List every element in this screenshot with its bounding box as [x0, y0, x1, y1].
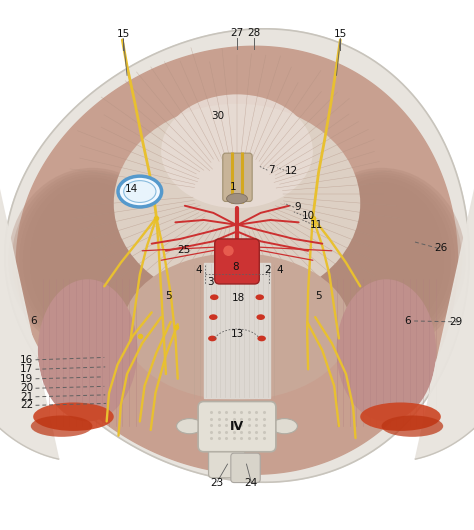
Text: 2: 2	[264, 265, 271, 275]
Ellipse shape	[31, 416, 92, 437]
Text: IV: IV	[230, 420, 244, 432]
Ellipse shape	[29, 182, 155, 339]
Text: 8: 8	[232, 262, 239, 272]
Ellipse shape	[12, 170, 173, 350]
Text: 30: 30	[211, 111, 225, 121]
Text: 14: 14	[125, 184, 138, 194]
Ellipse shape	[9, 168, 176, 352]
FancyBboxPatch shape	[231, 453, 260, 483]
Text: 13: 13	[230, 329, 244, 339]
Ellipse shape	[124, 181, 156, 202]
Text: 18: 18	[232, 293, 245, 303]
Text: 3: 3	[208, 277, 214, 287]
Ellipse shape	[114, 104, 360, 303]
Text: 25: 25	[177, 245, 191, 255]
Ellipse shape	[319, 182, 445, 339]
Text: 24: 24	[245, 478, 258, 488]
Polygon shape	[17, 46, 457, 474]
Ellipse shape	[208, 335, 217, 341]
Text: 23: 23	[210, 478, 224, 488]
Polygon shape	[204, 263, 270, 398]
Ellipse shape	[23, 178, 162, 343]
Polygon shape	[5, 29, 469, 482]
Text: 29: 29	[449, 317, 462, 327]
Ellipse shape	[360, 402, 441, 431]
Ellipse shape	[33, 402, 114, 431]
Text: 20: 20	[20, 383, 33, 393]
Text: 22: 22	[20, 400, 33, 410]
Text: 5: 5	[165, 291, 172, 301]
Ellipse shape	[271, 419, 298, 434]
Text: 27: 27	[230, 28, 244, 38]
Text: 15: 15	[117, 29, 130, 39]
FancyBboxPatch shape	[223, 153, 252, 201]
Ellipse shape	[209, 314, 218, 320]
Ellipse shape	[322, 184, 441, 336]
Ellipse shape	[315, 180, 448, 341]
Ellipse shape	[26, 180, 159, 341]
Ellipse shape	[382, 416, 443, 437]
Text: 10: 10	[301, 211, 315, 221]
Text: 21: 21	[20, 392, 33, 402]
Text: 26: 26	[434, 243, 447, 253]
Polygon shape	[415, 161, 474, 459]
Ellipse shape	[118, 176, 162, 207]
Text: 7: 7	[268, 165, 274, 175]
Text: 16: 16	[20, 355, 33, 365]
FancyBboxPatch shape	[198, 402, 276, 452]
Ellipse shape	[19, 175, 166, 346]
Text: 12: 12	[284, 166, 298, 176]
Ellipse shape	[312, 178, 451, 343]
Ellipse shape	[161, 94, 313, 208]
Polygon shape	[0, 161, 59, 459]
Text: 11: 11	[310, 220, 323, 229]
Ellipse shape	[337, 279, 436, 421]
Text: 1: 1	[230, 182, 237, 192]
Ellipse shape	[15, 173, 170, 348]
Text: 6: 6	[404, 316, 411, 326]
FancyBboxPatch shape	[215, 239, 259, 284]
Text: 4: 4	[196, 265, 202, 275]
Text: 19: 19	[20, 374, 33, 384]
Text: 4: 4	[276, 265, 283, 275]
Ellipse shape	[33, 184, 152, 336]
Ellipse shape	[301, 170, 462, 350]
Text: 5: 5	[315, 291, 322, 301]
Ellipse shape	[256, 314, 265, 320]
Ellipse shape	[38, 279, 137, 421]
Ellipse shape	[305, 173, 459, 348]
Ellipse shape	[223, 245, 234, 256]
Text: 6: 6	[30, 316, 36, 326]
FancyBboxPatch shape	[209, 444, 245, 478]
Ellipse shape	[255, 294, 264, 300]
Text: 28: 28	[247, 28, 260, 38]
Ellipse shape	[227, 193, 247, 204]
Ellipse shape	[308, 175, 455, 346]
Text: 9: 9	[294, 202, 301, 212]
Ellipse shape	[257, 335, 266, 341]
Ellipse shape	[210, 294, 219, 300]
Ellipse shape	[123, 253, 351, 400]
Text: 17: 17	[20, 364, 33, 374]
Text: 15: 15	[334, 29, 347, 39]
Ellipse shape	[176, 419, 203, 434]
Ellipse shape	[298, 168, 465, 352]
